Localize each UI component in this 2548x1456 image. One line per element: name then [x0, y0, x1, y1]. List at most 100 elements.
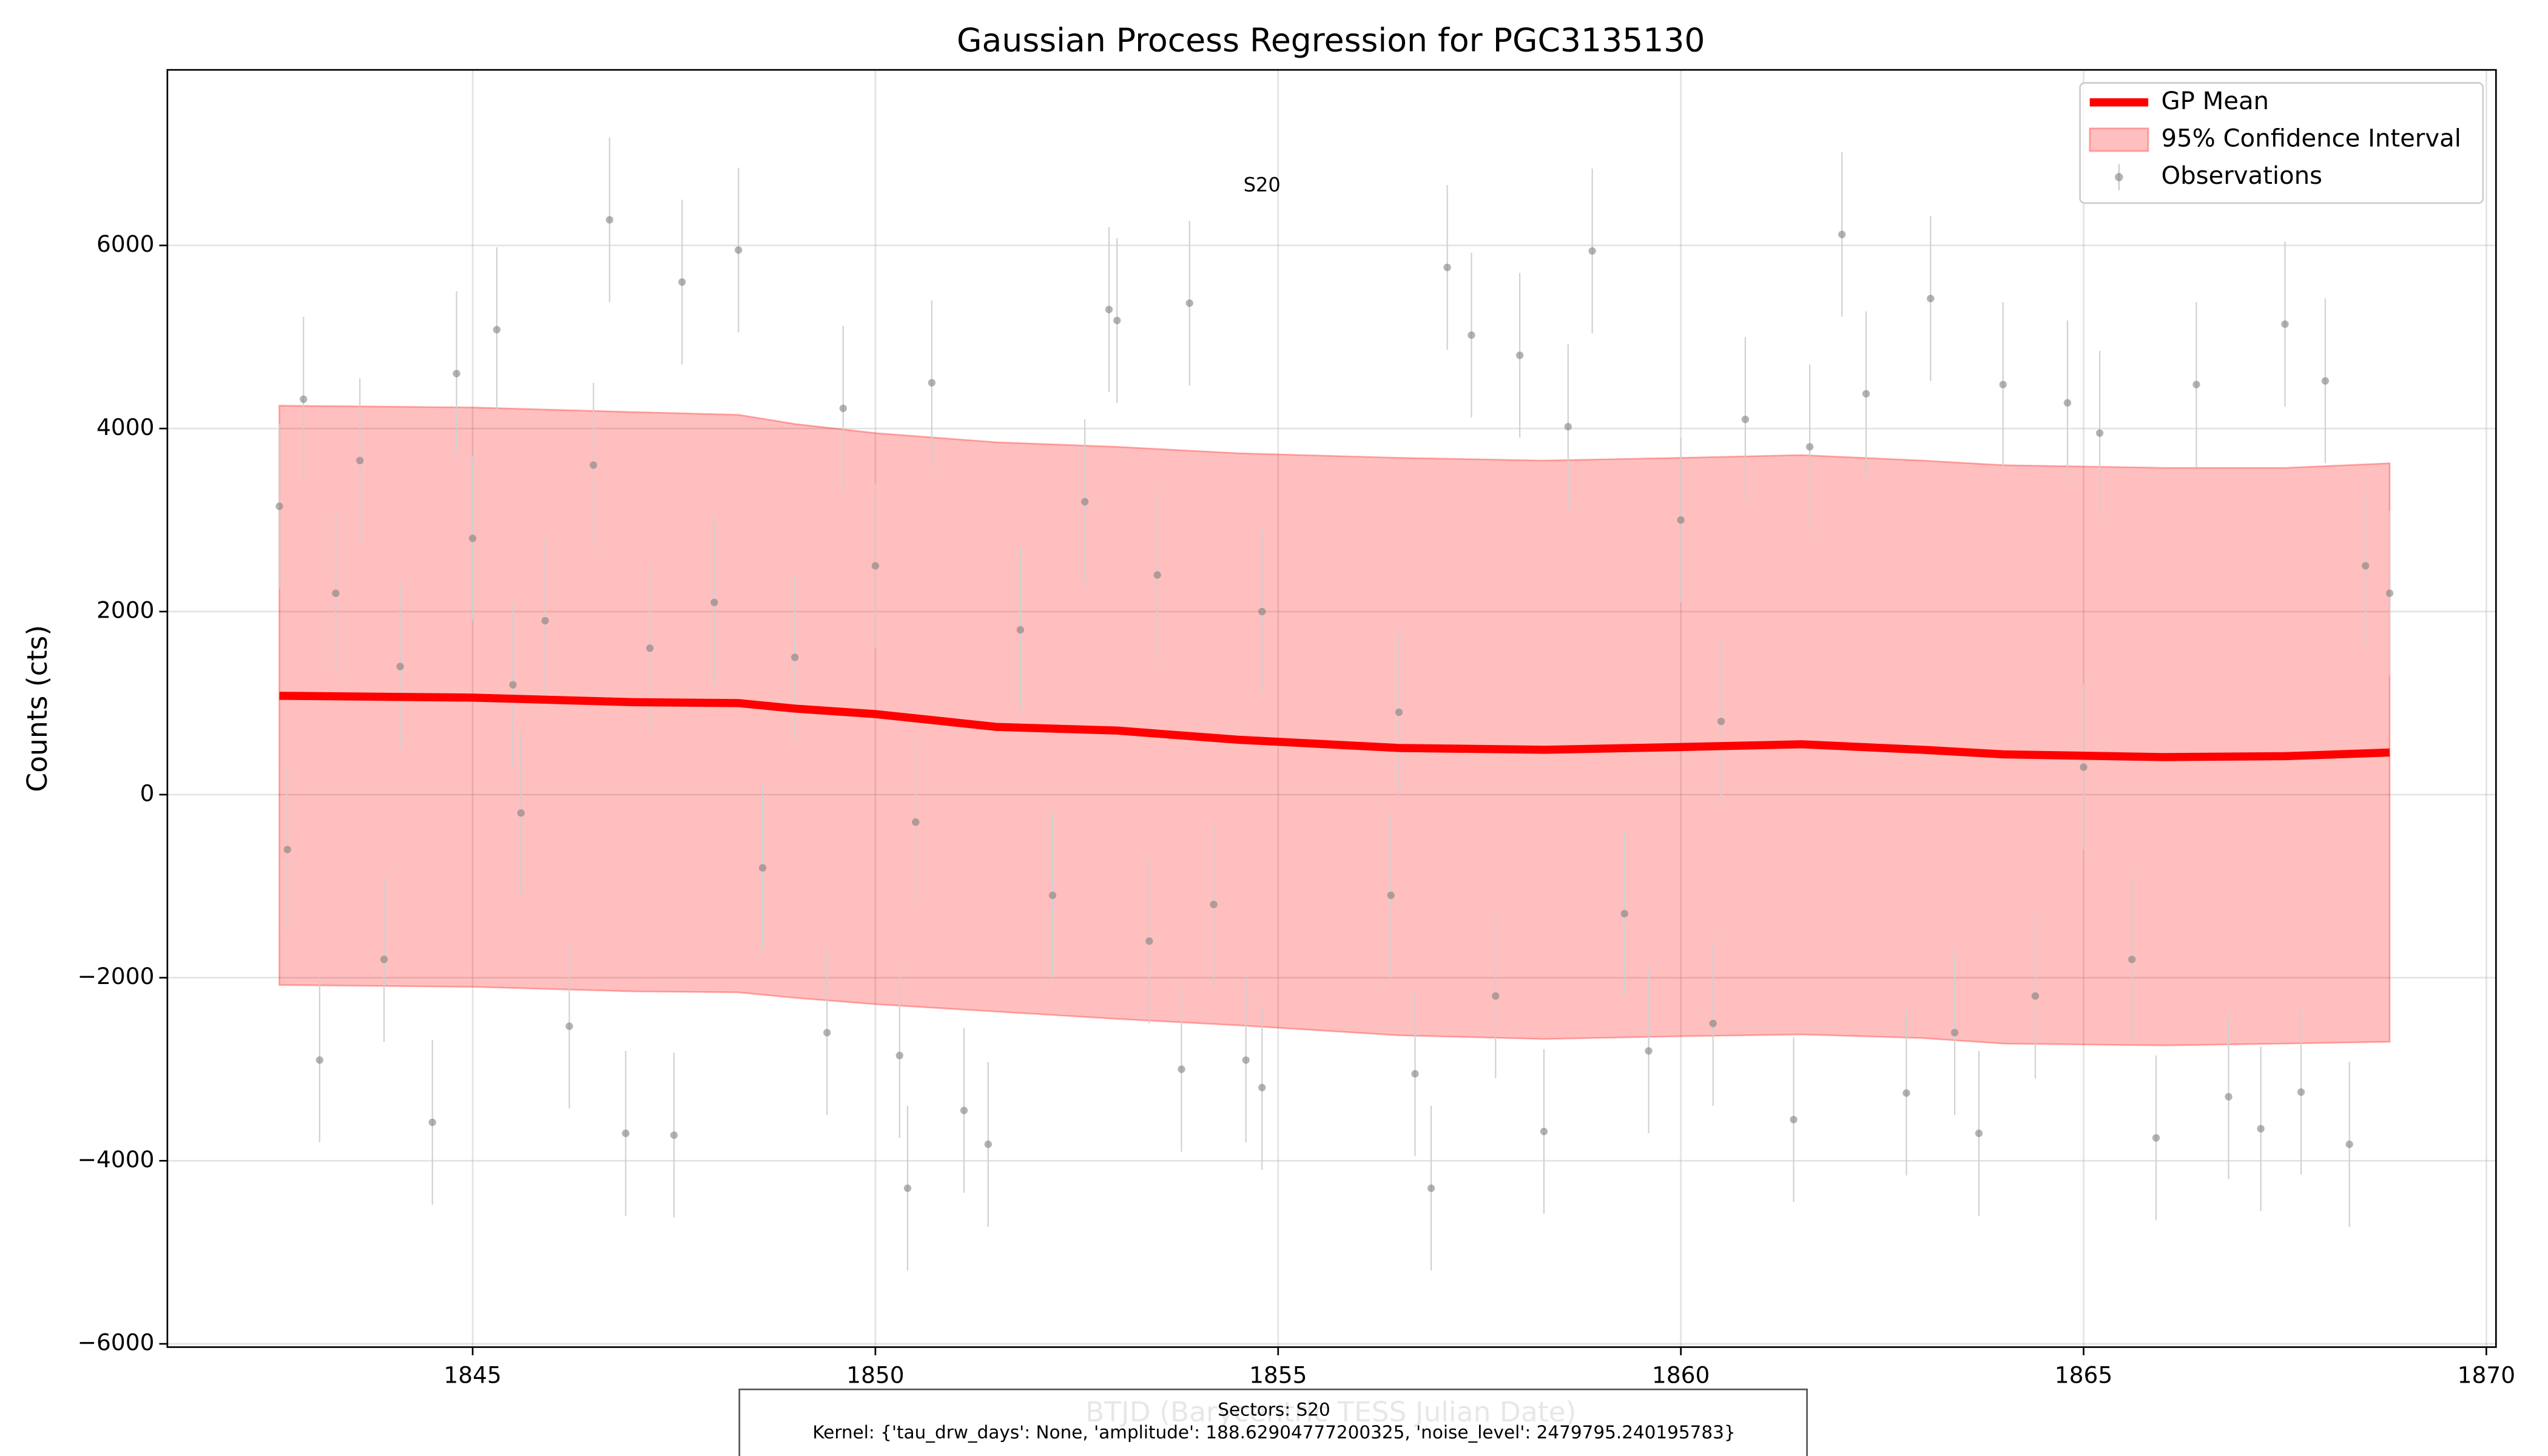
- legend-box: [2079, 82, 2484, 204]
- observation: [2031, 992, 2039, 1000]
- observation: [2345, 1141, 2353, 1148]
- y-tick-label: 0: [140, 780, 155, 806]
- observation: [1492, 992, 1500, 1000]
- observation: [912, 818, 920, 826]
- observation: [2152, 1134, 2160, 1142]
- observation: [1709, 1019, 1717, 1028]
- chart-title: Gaussian Process Regression for PGC31351…: [957, 21, 1705, 59]
- observation: [2095, 429, 2104, 437]
- observation: [791, 653, 799, 661]
- x-tick-label: 1865: [2055, 1361, 2112, 1388]
- observation: [1903, 1089, 1910, 1097]
- legend: GP Mean 95% Confidence Interval Observatio…: [2079, 82, 2484, 204]
- observation: [2362, 562, 2370, 570]
- confidence-band: [278, 405, 2391, 1046]
- observation: [1395, 708, 1403, 716]
- observation: [895, 1051, 903, 1059]
- observation: [517, 809, 525, 817]
- observation: [2080, 763, 2088, 771]
- observation: [735, 246, 743, 254]
- observation: [1564, 423, 1572, 431]
- observation: [678, 278, 686, 286]
- observation: [1540, 1127, 1548, 1136]
- legend-label: Observations: [2162, 162, 2322, 190]
- observation: [622, 1129, 630, 1138]
- observation: [1153, 571, 1161, 579]
- y-tick-label: 4000: [96, 414, 154, 440]
- observation: [1210, 900, 1218, 909]
- observation: [1468, 331, 1475, 339]
- observation: [1443, 263, 1451, 271]
- observation: [1185, 299, 1193, 307]
- observation: [1048, 891, 1057, 899]
- observation: [670, 1131, 678, 1139]
- observation: [1620, 909, 1628, 918]
- observation: [332, 589, 340, 598]
- observation: [839, 404, 847, 413]
- observation: [871, 562, 880, 570]
- observation: [396, 662, 404, 670]
- y-tick-label: −4000: [78, 1146, 155, 1173]
- footer-box: [738, 1388, 1808, 1456]
- observation: [1588, 247, 1596, 255]
- observation: [1258, 1084, 1266, 1091]
- observation: [356, 456, 364, 465]
- observation: [565, 1022, 573, 1030]
- observation: [1427, 1184, 1435, 1192]
- legend-label: 95% Confidence Interval: [2162, 124, 2461, 152]
- y-tick-label: −6000: [78, 1329, 155, 1356]
- observation: [1113, 317, 1121, 325]
- y-tick-label: −2000: [78, 963, 155, 989]
- observation: [468, 534, 477, 542]
- gp-mean-line: [279, 692, 2390, 761]
- observation: [1975, 1129, 1983, 1138]
- y-axis-label: Counts (cts): [21, 625, 53, 792]
- observation: [960, 1107, 968, 1114]
- observation: [1105, 306, 1113, 314]
- x-tick-label: 1855: [1249, 1361, 1307, 1388]
- observation: [509, 681, 517, 689]
- observation: [928, 379, 936, 387]
- observation: [590, 461, 598, 469]
- observation: [1999, 380, 2007, 389]
- observation: [2063, 399, 2072, 407]
- observation: [710, 598, 718, 607]
- legend-swatch: [2089, 127, 2149, 152]
- observation: [1645, 1047, 1653, 1055]
- x-tick-label: 1870: [2458, 1361, 2515, 1388]
- y-tick-label: 2000: [96, 597, 154, 624]
- observation: [541, 617, 549, 625]
- observation: [428, 1118, 436, 1127]
- observation: [1258, 607, 1266, 616]
- footer-kernel: Kernel: {'tau_drw_days': None, 'amplitud…: [812, 1422, 1735, 1443]
- observation: [605, 216, 613, 224]
- observation: [2128, 956, 2136, 963]
- observation: [2281, 320, 2289, 328]
- observation: [1790, 1116, 1798, 1124]
- observation: [1805, 443, 1814, 451]
- observation: [1411, 1070, 1419, 1078]
- x-tick-label: 1850: [846, 1361, 904, 1388]
- observation: [315, 1056, 323, 1064]
- observation: [275, 502, 283, 510]
- observation: [2297, 1088, 2305, 1096]
- observation: [283, 846, 291, 854]
- y-tick-label: 6000: [96, 231, 154, 257]
- observation: [1016, 626, 1025, 634]
- plot-frame: [166, 69, 2497, 1348]
- observation: [903, 1184, 912, 1192]
- observation: [2225, 1093, 2233, 1100]
- observation: [646, 644, 654, 652]
- observation: [984, 1141, 992, 1148]
- observation: [493, 326, 501, 334]
- observation: [1741, 416, 1750, 423]
- observation: [2257, 1125, 2265, 1133]
- observation: [1242, 1056, 1250, 1064]
- legend-swatch: [2115, 173, 2123, 181]
- x-tick-label: 1845: [443, 1361, 501, 1388]
- annotation: S20: [1244, 173, 1281, 196]
- observation: [1387, 891, 1395, 899]
- observation: [453, 369, 460, 377]
